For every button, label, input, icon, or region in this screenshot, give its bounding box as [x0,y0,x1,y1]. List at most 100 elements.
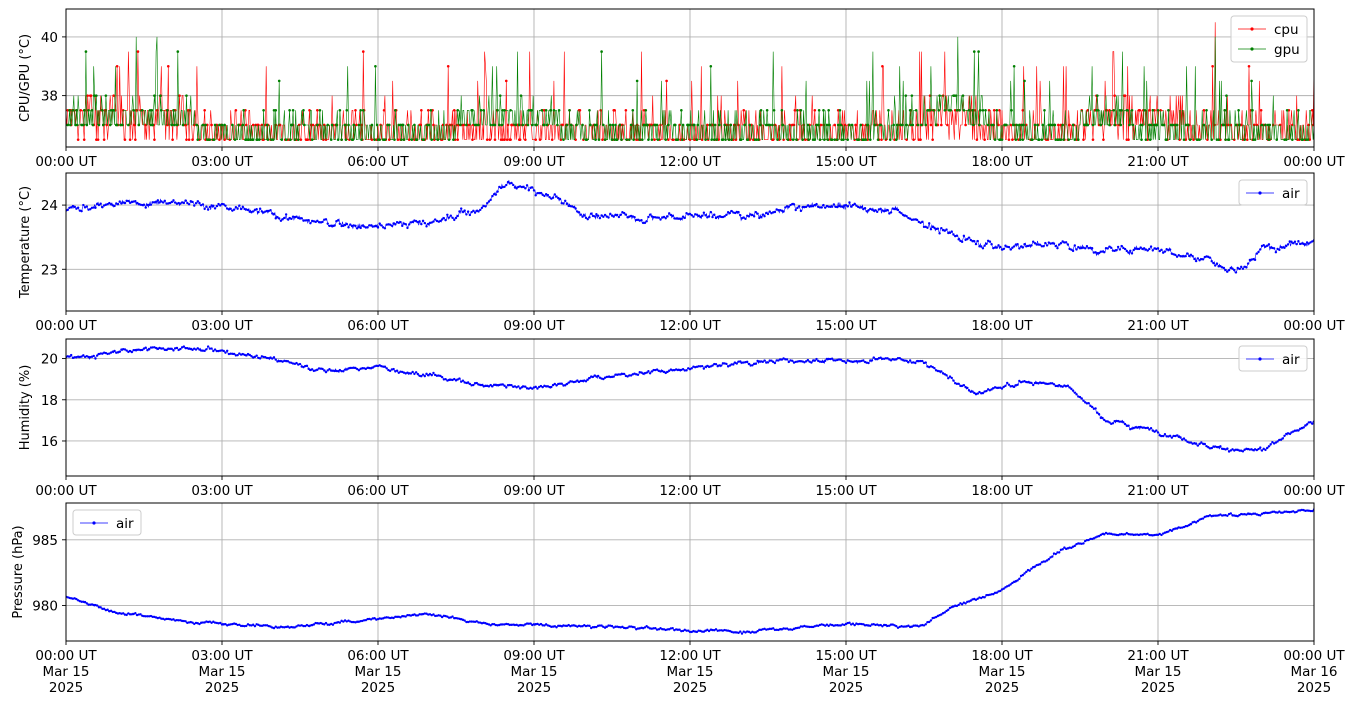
data-point [203,108,206,112]
data-point [697,214,700,218]
data-point [548,385,551,389]
data-point [1246,262,1250,265]
data-point [787,360,790,364]
data-point [413,613,416,616]
data-point [813,138,817,141]
data-point [625,138,629,141]
data-point [768,210,771,213]
data-point [148,348,151,351]
data-point [551,196,555,199]
data-point [370,123,374,127]
data-point [758,628,761,632]
x-tick-label: 00:00 UT [1283,318,1345,334]
data-point [855,204,858,207]
data-point [383,138,387,141]
data-point [1137,425,1141,429]
data-point [1025,570,1028,574]
data-point [232,208,236,211]
y-axis-label: CPU/GPU (°C) [18,34,33,122]
data-point [82,123,85,127]
data-point [219,621,222,625]
data-point [784,358,787,361]
x-tick-label: 18:00 UT [971,154,1033,170]
data-point [383,365,387,368]
data-point [91,123,95,127]
data-point [1165,138,1168,141]
data-point [423,221,426,225]
data-point [1156,431,1160,434]
data-point [1184,439,1187,442]
data-point [487,385,491,388]
data-point [236,623,239,627]
data-point [926,226,929,229]
data-point [966,237,969,241]
data-point [971,240,974,243]
data-point [962,108,966,112]
data-point [233,138,237,141]
data-point [1224,138,1227,141]
data-point [611,123,615,127]
data-point [218,138,221,141]
data-point [362,619,366,622]
data-point [480,206,484,209]
data-point [1266,244,1269,247]
data-point [113,204,116,208]
data-point [846,205,849,208]
data-point [997,244,1000,247]
data-point [1061,123,1064,127]
data-point [220,123,224,127]
data-point [981,108,985,112]
data-point [748,123,752,127]
data-point [1104,420,1108,423]
data-point [446,213,449,217]
data-point [1155,429,1158,432]
data-point [1101,416,1104,420]
data-point [945,374,948,377]
data-point [1061,240,1064,243]
data-point [1030,381,1033,385]
data-point [827,624,830,628]
data-point [929,619,933,622]
data-point [739,630,742,633]
data-point [295,361,298,365]
data-point [394,615,397,618]
data-point [1267,138,1271,141]
data-point [773,361,777,365]
data-point [411,370,414,374]
data-point [123,201,127,205]
data-point [876,210,879,214]
data-point [907,361,910,364]
x-tick-label: 03:00 UT [191,648,253,664]
data-point [480,383,484,387]
data-point [1018,138,1022,141]
data-point [452,138,455,141]
data-point [1089,537,1092,541]
data-point [1037,243,1040,246]
data-point [134,138,137,141]
data-point [879,356,882,359]
data-point [610,624,614,628]
data-point [839,205,842,208]
data-point [873,123,876,127]
data-point [1179,436,1182,439]
data-point [70,353,73,357]
data-point [1182,255,1186,258]
data-point [1227,450,1231,453]
data-point [1130,108,1134,112]
data-point [526,123,530,127]
data-point [978,390,981,394]
data-point [707,629,711,633]
x-tick-label: Mar 15 [1135,664,1182,680]
data-point [234,205,238,209]
data-point [607,624,610,627]
data-point [770,359,773,362]
data-point [394,223,397,226]
data-point [210,347,213,350]
data-point [272,356,276,359]
data-point [602,377,605,381]
data-point [419,123,422,127]
data-point [494,193,498,196]
data-point [336,369,340,373]
data-point [1139,533,1142,536]
data-point [527,622,530,625]
